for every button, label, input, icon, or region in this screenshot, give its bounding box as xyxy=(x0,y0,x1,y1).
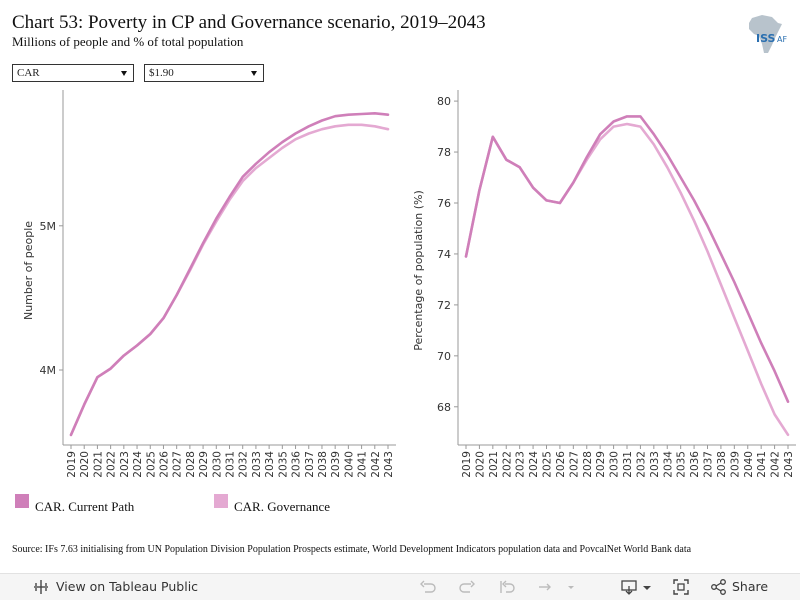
logo-suffix: AF xyxy=(777,35,787,44)
series-line[interactable] xyxy=(464,122,790,437)
view-on-tableau-label: View on Tableau Public xyxy=(56,579,199,594)
page-title: Chart 53: Poverty in CP and Governance s… xyxy=(12,12,486,33)
logo-text: ISS xyxy=(756,32,776,45)
download-icon[interactable] xyxy=(620,578,638,596)
undo-icon[interactable] xyxy=(419,578,437,596)
x-tick-label: 2023 xyxy=(515,451,527,478)
x-tick-label: 2042 xyxy=(370,451,382,478)
source-note: Source: IFs 7.63 initialising from UN Po… xyxy=(12,544,692,555)
y-tick-label: 80 xyxy=(437,95,451,108)
x-tick-label: 2032 xyxy=(238,451,250,478)
chevron-down-icon xyxy=(121,71,127,76)
x-tick-label: 2031 xyxy=(225,451,237,478)
x-tick-label: 2038 xyxy=(317,451,329,478)
x-tick-label: 2021 xyxy=(92,451,104,478)
share-icon xyxy=(710,578,728,596)
x-tick-label: 2020 xyxy=(474,451,486,478)
x-tick-label: 2020 xyxy=(79,451,91,478)
x-tick-label: 2043 xyxy=(383,451,395,478)
chevron-down-icon[interactable] xyxy=(562,578,580,596)
x-tick-label: 2030 xyxy=(211,451,223,478)
fullscreen-icon[interactable] xyxy=(672,578,690,596)
share-label: Share xyxy=(732,579,769,594)
x-tick-label: 2027 xyxy=(568,451,580,478)
poverty-line-dropdown-value: $1.90 xyxy=(149,67,174,79)
x-tick-label: 2043 xyxy=(783,451,795,478)
chevron-down-icon xyxy=(251,71,257,76)
x-tick-label: 2023 xyxy=(119,451,131,478)
x-tick-label: 2029 xyxy=(595,451,607,478)
x-tick-label: 2027 xyxy=(172,451,184,478)
y-tick-label: 72 xyxy=(437,299,451,312)
poverty-line-dropdown[interactable]: $1.90 xyxy=(144,64,264,82)
x-tick-label: 2033 xyxy=(649,451,661,478)
country-dropdown[interactable]: CAR xyxy=(12,64,134,82)
x-tick-label: 2040 xyxy=(743,451,755,478)
x-tick-label: 2028 xyxy=(185,451,197,478)
x-tick-label: 2019 xyxy=(461,451,473,478)
people-in-poverty-chart: 4M 5M 2019 2020 2021 2022 2023 2024 2025 2026 2027… xyxy=(22,90,396,478)
x-tick-label: 2041 xyxy=(357,451,369,478)
y-tick-label: 4M xyxy=(40,364,57,377)
iss-africa-logo: ISS AF xyxy=(749,15,787,53)
x-tick-label: 2036 xyxy=(291,451,303,478)
y-axis-label: Number of people xyxy=(22,221,35,320)
tableau-toolbar: View on Tableau Public Share xyxy=(0,573,800,600)
legend-swatch xyxy=(15,494,29,508)
x-tick-label: 2024 xyxy=(132,451,144,478)
revert-icon[interactable] xyxy=(498,578,516,596)
y-tick-label: 76 xyxy=(437,197,451,210)
x-tick-label: 2034 xyxy=(662,451,674,478)
y-tick-label: 5M xyxy=(40,220,57,233)
x-tick-label: 2028 xyxy=(582,451,594,478)
x-tick-label: 2037 xyxy=(703,451,715,478)
series-line[interactable] xyxy=(69,111,390,437)
series-line[interactable] xyxy=(69,123,390,437)
x-tick-label: 2035 xyxy=(676,451,688,478)
x-tick-label: 2041 xyxy=(756,451,768,478)
page-subtitle: Millions of people and % of total popula… xyxy=(12,34,244,49)
legend-label: CAR. Current Path xyxy=(35,499,135,514)
x-tick-label: 2026 xyxy=(158,451,170,478)
y-axis-label: Percentage of population (%) xyxy=(412,190,425,351)
series-line[interactable] xyxy=(464,115,790,404)
country-dropdown-value: CAR xyxy=(17,67,40,79)
x-tick-label: 2034 xyxy=(264,451,276,478)
x-tick-label: 2038 xyxy=(716,451,728,478)
x-tick-label: 2025 xyxy=(145,451,157,478)
redo-icon[interactable] xyxy=(458,578,476,596)
x-tick-label: 2026 xyxy=(555,451,567,478)
y-tick-label: 68 xyxy=(437,401,451,414)
x-tick-label: 2042 xyxy=(770,451,782,478)
legend-label: CAR. Governance xyxy=(234,499,331,514)
chevron-down-icon[interactable] xyxy=(638,578,656,596)
x-tick-label: 2024 xyxy=(528,451,540,478)
x-tick-label: 2030 xyxy=(609,451,621,478)
x-tick-label: 2037 xyxy=(304,451,316,478)
y-tick-label: 78 xyxy=(437,146,451,159)
x-tick-label: 2025 xyxy=(542,451,554,478)
x-tick-label: 2040 xyxy=(343,451,355,478)
x-tick-label: 2022 xyxy=(501,451,513,478)
x-tick-label: 2021 xyxy=(488,451,500,478)
y-tick-label: 74 xyxy=(437,248,451,261)
x-tick-label: 2033 xyxy=(251,451,263,478)
x-tick-label: 2032 xyxy=(635,451,647,478)
x-tick-label: 2035 xyxy=(277,451,289,478)
x-tick-label: 2039 xyxy=(729,451,741,478)
x-tick-label: 2031 xyxy=(622,451,634,478)
tableau-icon xyxy=(32,578,50,596)
x-tick-label: 2036 xyxy=(689,451,701,478)
x-tick-label: 2019 xyxy=(66,451,78,478)
legend-swatch xyxy=(214,494,228,508)
x-tick-label: 2029 xyxy=(198,451,210,478)
y-tick-label: 70 xyxy=(437,350,451,363)
x-tick-label: 2039 xyxy=(330,451,342,478)
refresh-icon[interactable] xyxy=(536,578,554,596)
x-tick-label: 2022 xyxy=(106,451,118,478)
